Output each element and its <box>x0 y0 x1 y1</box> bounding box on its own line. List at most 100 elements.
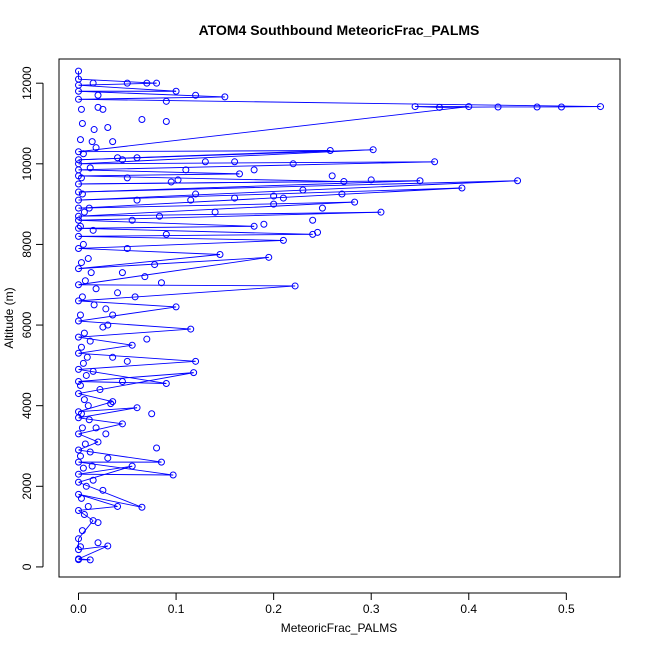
data-point <box>279 236 287 244</box>
series-line-segment <box>78 344 133 354</box>
series-line-segment <box>78 173 240 177</box>
data-point <box>76 311 84 319</box>
data-point <box>187 196 195 204</box>
data-point <box>351 198 359 206</box>
series-line-segment <box>78 493 143 508</box>
data-point <box>123 244 131 252</box>
series-line-segment <box>78 381 167 384</box>
data-point <box>90 301 98 309</box>
series-line-segment <box>78 284 296 287</box>
series-line-segment <box>78 493 118 507</box>
series-line-segment <box>78 473 174 476</box>
series-line-segment <box>78 98 601 108</box>
y-tick-label: 10000 <box>20 147 34 181</box>
data-point <box>75 212 83 220</box>
data-point <box>85 204 93 212</box>
data-point <box>318 204 326 212</box>
data-point <box>75 204 83 212</box>
series-points <box>75 67 604 564</box>
data-point <box>75 297 83 305</box>
data-point <box>182 166 190 174</box>
data-point <box>514 177 522 185</box>
series-line-segment <box>78 407 138 419</box>
data-point <box>128 462 136 470</box>
data-point <box>75 478 83 486</box>
data-point <box>94 539 102 547</box>
x-tick-label: 0.0 <box>70 602 87 616</box>
series-line-segment <box>78 181 344 185</box>
x-tick-label: 0.3 <box>363 602 380 616</box>
data-point <box>431 158 439 166</box>
data-point <box>75 244 83 252</box>
data-point <box>153 79 161 87</box>
y-tick-label: 8000 <box>20 231 34 258</box>
data-point <box>265 253 273 261</box>
data-point <box>153 444 161 452</box>
data-point <box>79 359 87 367</box>
data-point <box>94 438 102 446</box>
data-point <box>75 216 83 224</box>
x-axis: 0.0 0.1 0.2 0.3 0.4 0.5 <box>70 592 575 616</box>
data-point <box>102 430 110 438</box>
data-point <box>104 542 112 550</box>
data-point <box>557 103 565 111</box>
series-line-segment <box>78 161 435 171</box>
series-line-segment <box>78 201 355 209</box>
data-point <box>465 103 473 111</box>
data-point <box>118 420 126 428</box>
data-point <box>75 67 83 75</box>
data-point <box>162 230 170 238</box>
data-point <box>89 476 97 484</box>
series-line-segment <box>78 545 108 560</box>
data-point <box>174 176 182 184</box>
data-point <box>75 377 83 385</box>
series-line-segment <box>78 169 240 175</box>
data-point <box>114 289 122 297</box>
series-line-segment <box>78 417 123 425</box>
data-point <box>109 398 117 406</box>
y-tick-label: 6000 <box>20 311 34 338</box>
data-point <box>94 91 102 99</box>
data-point <box>211 208 219 216</box>
data-point <box>75 156 83 164</box>
y-tick-label: 0 <box>20 563 34 570</box>
data-point <box>123 79 131 87</box>
data-point <box>85 416 93 424</box>
data-point <box>86 337 94 345</box>
data-point <box>109 311 117 319</box>
data-point <box>75 430 83 438</box>
data-point <box>77 259 85 267</box>
data-point <box>133 154 141 162</box>
series-line-segment <box>78 96 225 100</box>
data-point <box>76 452 84 460</box>
data-point <box>128 341 136 349</box>
data-point <box>78 424 86 432</box>
series-line-segment <box>78 433 99 443</box>
data-point <box>289 160 297 168</box>
series-line-segment <box>78 545 108 551</box>
data-point <box>102 305 110 313</box>
data-point <box>86 556 94 564</box>
data-point <box>155 212 163 220</box>
chart-title: ATOM4 Southbound MeteoricFrac_PALMS <box>199 22 480 38</box>
x-tick-label: 0.2 <box>265 602 282 616</box>
data-point <box>157 458 165 466</box>
data-point <box>367 176 375 184</box>
data-point <box>77 343 85 351</box>
data-point <box>75 365 83 373</box>
data-point <box>250 166 258 174</box>
data-point <box>192 190 200 198</box>
data-point <box>104 124 112 132</box>
series-line-segment <box>78 239 284 249</box>
data-point <box>411 103 419 111</box>
x-tick-label: 0.1 <box>168 602 185 616</box>
data-point <box>75 196 83 204</box>
data-point <box>75 349 83 357</box>
data-point <box>75 317 83 325</box>
data-point <box>81 440 89 448</box>
data-point <box>118 377 126 385</box>
data-point <box>314 228 322 236</box>
data-point <box>169 471 177 479</box>
data-point <box>533 103 541 111</box>
